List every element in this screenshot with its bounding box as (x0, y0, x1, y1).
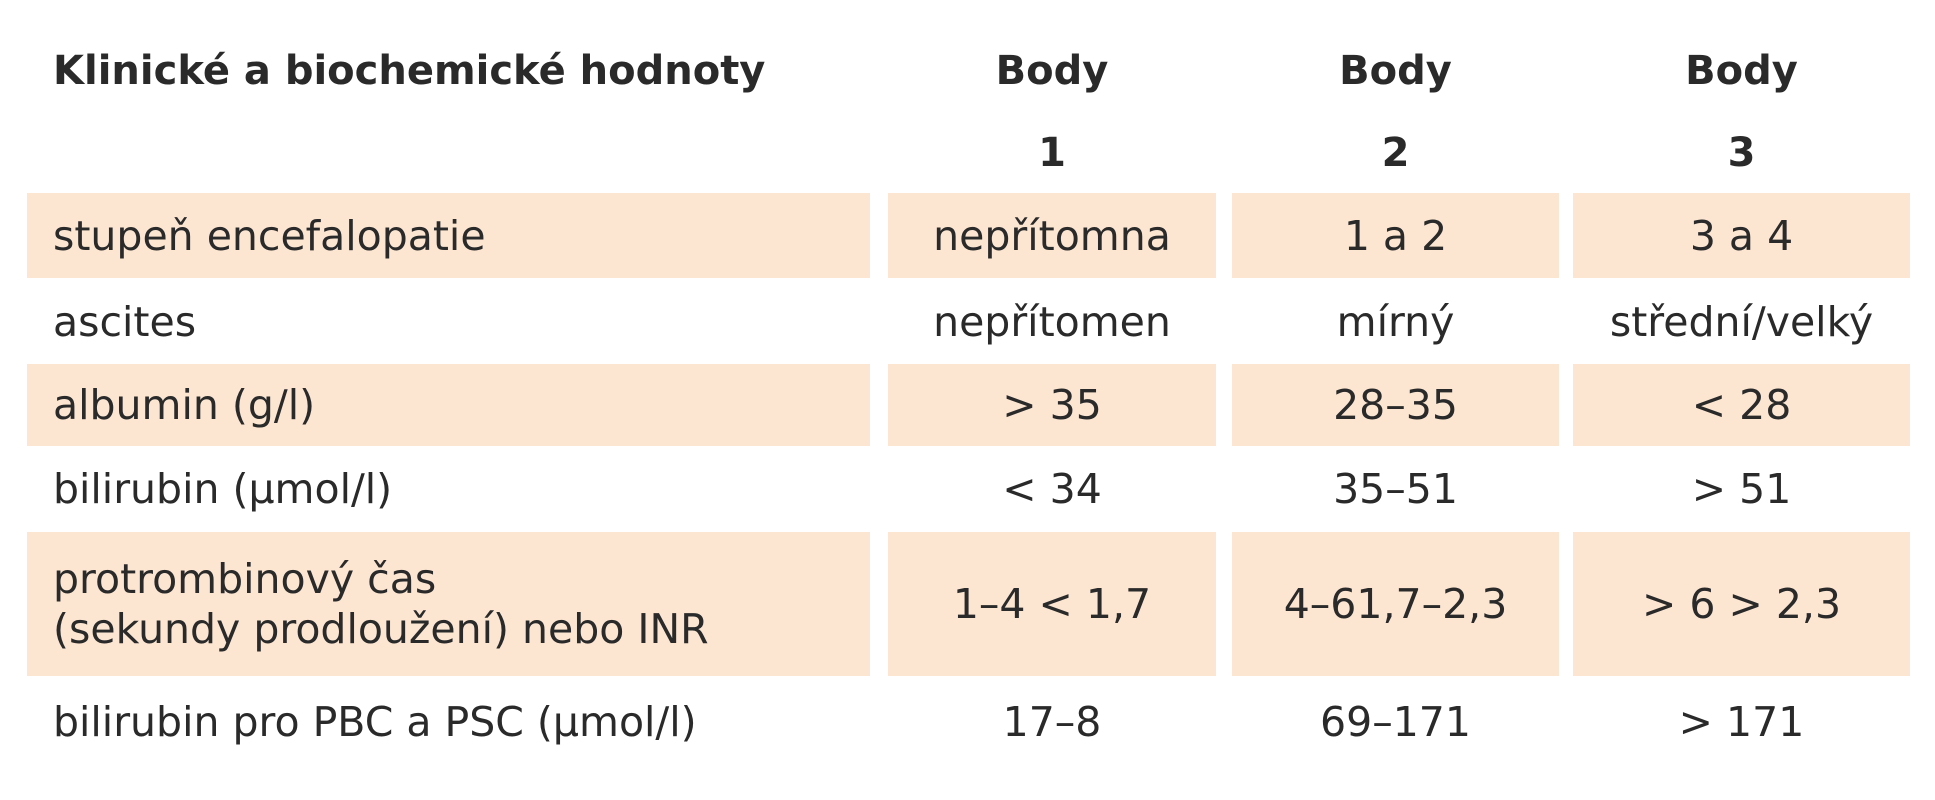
table-cell: protrombinový čas (sekundy prodloužení) n… (27, 532, 870, 676)
cell-text: nepřítomna (933, 211, 1171, 260)
table-cell: ascites (27, 281, 870, 363)
cell-text: > 6 > 2,3 (1641, 580, 1842, 628)
table-cell: bilirubin pro PBC a PSC (μmol/l) (27, 680, 870, 764)
cell-text: 69–171 (1320, 698, 1471, 746)
header-cell: Body (1573, 40, 1910, 102)
cell-text: < 28 (1691, 381, 1792, 429)
table-cell: 28–35 (1232, 364, 1559, 446)
cell-text: stupeň encefalopatie (53, 211, 486, 260)
cell-text: < 34 (1002, 465, 1102, 513)
header-text: Body (995, 48, 1109, 94)
header-title: Klinické a biochemické hodnoty (53, 48, 766, 94)
table-cell: < 34 (888, 450, 1216, 528)
table-cell: > 51 (1573, 450, 1910, 528)
table-cell: střední/velký (1573, 281, 1910, 363)
table-cell: 69–171 (1232, 680, 1559, 764)
table-cell: stupeň encefalopatie (27, 193, 870, 278)
cell-text: (sekundy prodloužení) nebo INR (53, 605, 709, 653)
cell-text: střední/velký (1609, 298, 1874, 346)
cell-text: ascites (53, 298, 197, 346)
table-cell: nepřítomen (888, 281, 1216, 363)
table-cell: > 6 > 2,3 (1573, 532, 1910, 676)
cell-text: 1 a 2 (1343, 211, 1448, 260)
table-cell: < 28 (1573, 364, 1910, 446)
cell-text: 28–35 (1333, 381, 1458, 429)
header-text: 3 (1727, 130, 1756, 176)
header-cell: 3 (1573, 122, 1910, 184)
cell-text: 35–51 (1333, 465, 1458, 513)
cell-text: 3 a 4 (1689, 211, 1794, 260)
cell-text: protrombinový čas (53, 555, 437, 603)
header-cell: Body (1232, 40, 1559, 102)
cell-text: nepřítomen (933, 298, 1171, 346)
cell-text: 17–8 (1002, 698, 1102, 746)
header-text: Body (1685, 48, 1798, 94)
header-cell: 1 (888, 122, 1216, 184)
cell-text: mírný (1336, 298, 1455, 346)
header-cell: Body (888, 40, 1216, 102)
cell-text: > 51 (1691, 465, 1792, 513)
table-cell: albumin (g/l) (27, 364, 870, 446)
header-text: 2 (1381, 130, 1410, 176)
table-cell: 3 a 4 (1573, 193, 1910, 278)
table-cell: 1–4 < 1,7 (888, 532, 1216, 676)
cell-text: 4–61,7–2,3 (1283, 580, 1508, 628)
cell-text: bilirubin pro PBC a PSC (μmol/l) (53, 698, 697, 746)
table-cell: 4–61,7–2,3 (1232, 532, 1559, 676)
table-cell: mírný (1232, 281, 1559, 363)
header-cell: Klinické a biochemické hodnoty (27, 40, 870, 102)
table-cell: > 35 (888, 364, 1216, 446)
table-cell: 1 a 2 (1232, 193, 1559, 278)
table-cell: 17–8 (888, 680, 1216, 764)
cell-text: > 171 (1678, 698, 1805, 746)
table-cell: > 171 (1573, 680, 1910, 764)
cell-text: 1–4 < 1,7 (952, 580, 1152, 628)
header-text: Body (1339, 48, 1452, 94)
cell-text: bilirubin (μmol/l) (53, 465, 393, 513)
table-cell: bilirubin (μmol/l) (27, 450, 870, 528)
cell-text: albumin (g/l) (53, 381, 316, 429)
header-cell: 2 (1232, 122, 1559, 184)
table-cell: 35–51 (1232, 450, 1559, 528)
table-cell: nepřítomna (888, 193, 1216, 278)
cell-text: > 35 (1002, 381, 1102, 429)
header-text: 1 (1038, 130, 1066, 176)
